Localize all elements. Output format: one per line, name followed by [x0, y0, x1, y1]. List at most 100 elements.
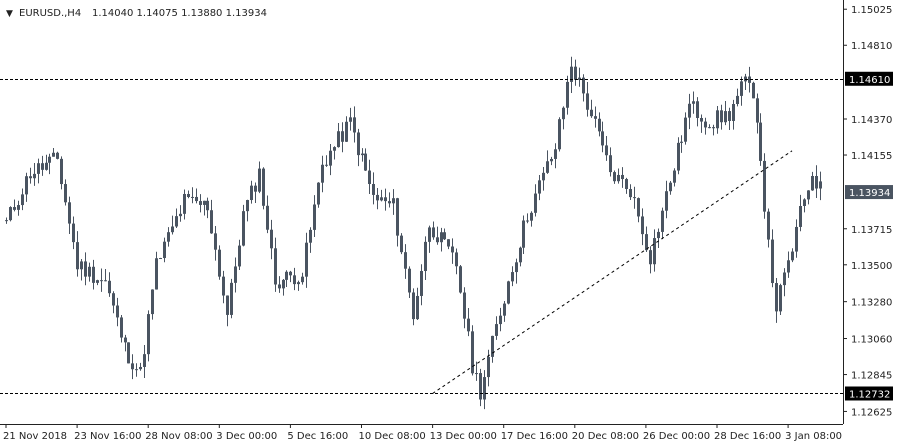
candle-body [175, 216, 178, 227]
candle-body [428, 227, 431, 242]
candle [309, 227, 312, 253]
candle [187, 190, 190, 199]
candle [815, 165, 818, 198]
candle-body [724, 111, 727, 123]
candle [147, 310, 150, 362]
candle [45, 154, 48, 171]
candle-body [171, 226, 174, 233]
candle [80, 258, 83, 281]
candle-body [108, 280, 111, 294]
candle-body [412, 292, 415, 320]
candle-body [45, 162, 48, 170]
candle-body [313, 204, 316, 230]
candle-body [92, 266, 95, 283]
trendline[interactable] [432, 150, 793, 394]
candle [471, 325, 474, 376]
candle [767, 208, 770, 248]
candle [226, 295, 229, 327]
candle [171, 215, 174, 235]
candle-body [677, 142, 680, 171]
candle [341, 122, 344, 153]
candle [167, 227, 170, 247]
candle-body [811, 175, 814, 191]
candle-body [301, 276, 304, 283]
candle [799, 194, 802, 232]
candle-body [598, 118, 601, 132]
candle-body [199, 201, 202, 205]
candle [64, 179, 67, 206]
candle [9, 206, 12, 222]
x-tick-label: 5 Dec 16:00 [287, 431, 348, 442]
candle [783, 268, 786, 297]
y-tick-label: 1.13715 [851, 225, 892, 236]
candle-body [341, 131, 344, 142]
candle-body [720, 110, 723, 123]
candle [124, 334, 127, 352]
candle-body [345, 121, 348, 142]
candle-body [230, 282, 233, 315]
candle-body [609, 155, 612, 173]
dropdown-arrow-icon[interactable]: ▼ [6, 9, 13, 19]
candle [120, 315, 123, 343]
candle [428, 225, 431, 253]
candle-body [135, 369, 138, 371]
candle [183, 189, 186, 220]
candle-body [582, 77, 585, 94]
candle [637, 197, 640, 223]
candle-body [752, 82, 755, 99]
candle-body [250, 185, 253, 201]
candle [325, 155, 328, 167]
candle-body [558, 119, 561, 150]
candle-body [799, 205, 802, 227]
candle-body [120, 317, 123, 338]
candle-body [601, 131, 604, 146]
candle-body [17, 205, 20, 210]
candle [104, 268, 107, 282]
candle-body [432, 227, 435, 238]
candle-body [309, 229, 312, 243]
candle-body [242, 211, 245, 246]
candle-body [41, 163, 44, 170]
candle-body [459, 266, 462, 293]
candle [139, 362, 142, 371]
candle-body [147, 314, 150, 355]
candle-body [424, 241, 427, 271]
candle [617, 168, 620, 184]
ohlc-values: 1.14040 1.14075 1.13880 1.13934 [92, 8, 267, 19]
candle [740, 76, 743, 106]
candle-body [353, 117, 356, 133]
candle-body [495, 324, 498, 336]
candle-body [617, 174, 620, 182]
candle [566, 75, 569, 115]
candle-body [282, 279, 285, 289]
candle-body [76, 242, 79, 270]
candle-body [732, 104, 735, 121]
candle [542, 167, 545, 191]
candle-body [357, 132, 360, 156]
candle [649, 246, 652, 274]
candle [353, 106, 356, 143]
candle [175, 208, 178, 229]
candle [33, 162, 36, 186]
candle-body [716, 110, 719, 129]
candle [116, 297, 119, 327]
price-labels: 1.14610 1.12732 1.13934 [845, 71, 893, 401]
candle-body [637, 198, 640, 217]
candle [661, 207, 664, 240]
candle-body [692, 101, 695, 104]
candle-body [187, 193, 190, 198]
candle [195, 188, 198, 204]
candle-body [795, 226, 798, 252]
candle-body [68, 202, 71, 224]
candle [819, 171, 822, 201]
candle [515, 258, 518, 284]
candle [222, 270, 225, 304]
candle-body [633, 197, 636, 199]
candle [526, 213, 529, 224]
candle [736, 88, 739, 107]
candle-body [376, 194, 379, 201]
candle-body [293, 275, 296, 285]
candle [775, 278, 778, 323]
